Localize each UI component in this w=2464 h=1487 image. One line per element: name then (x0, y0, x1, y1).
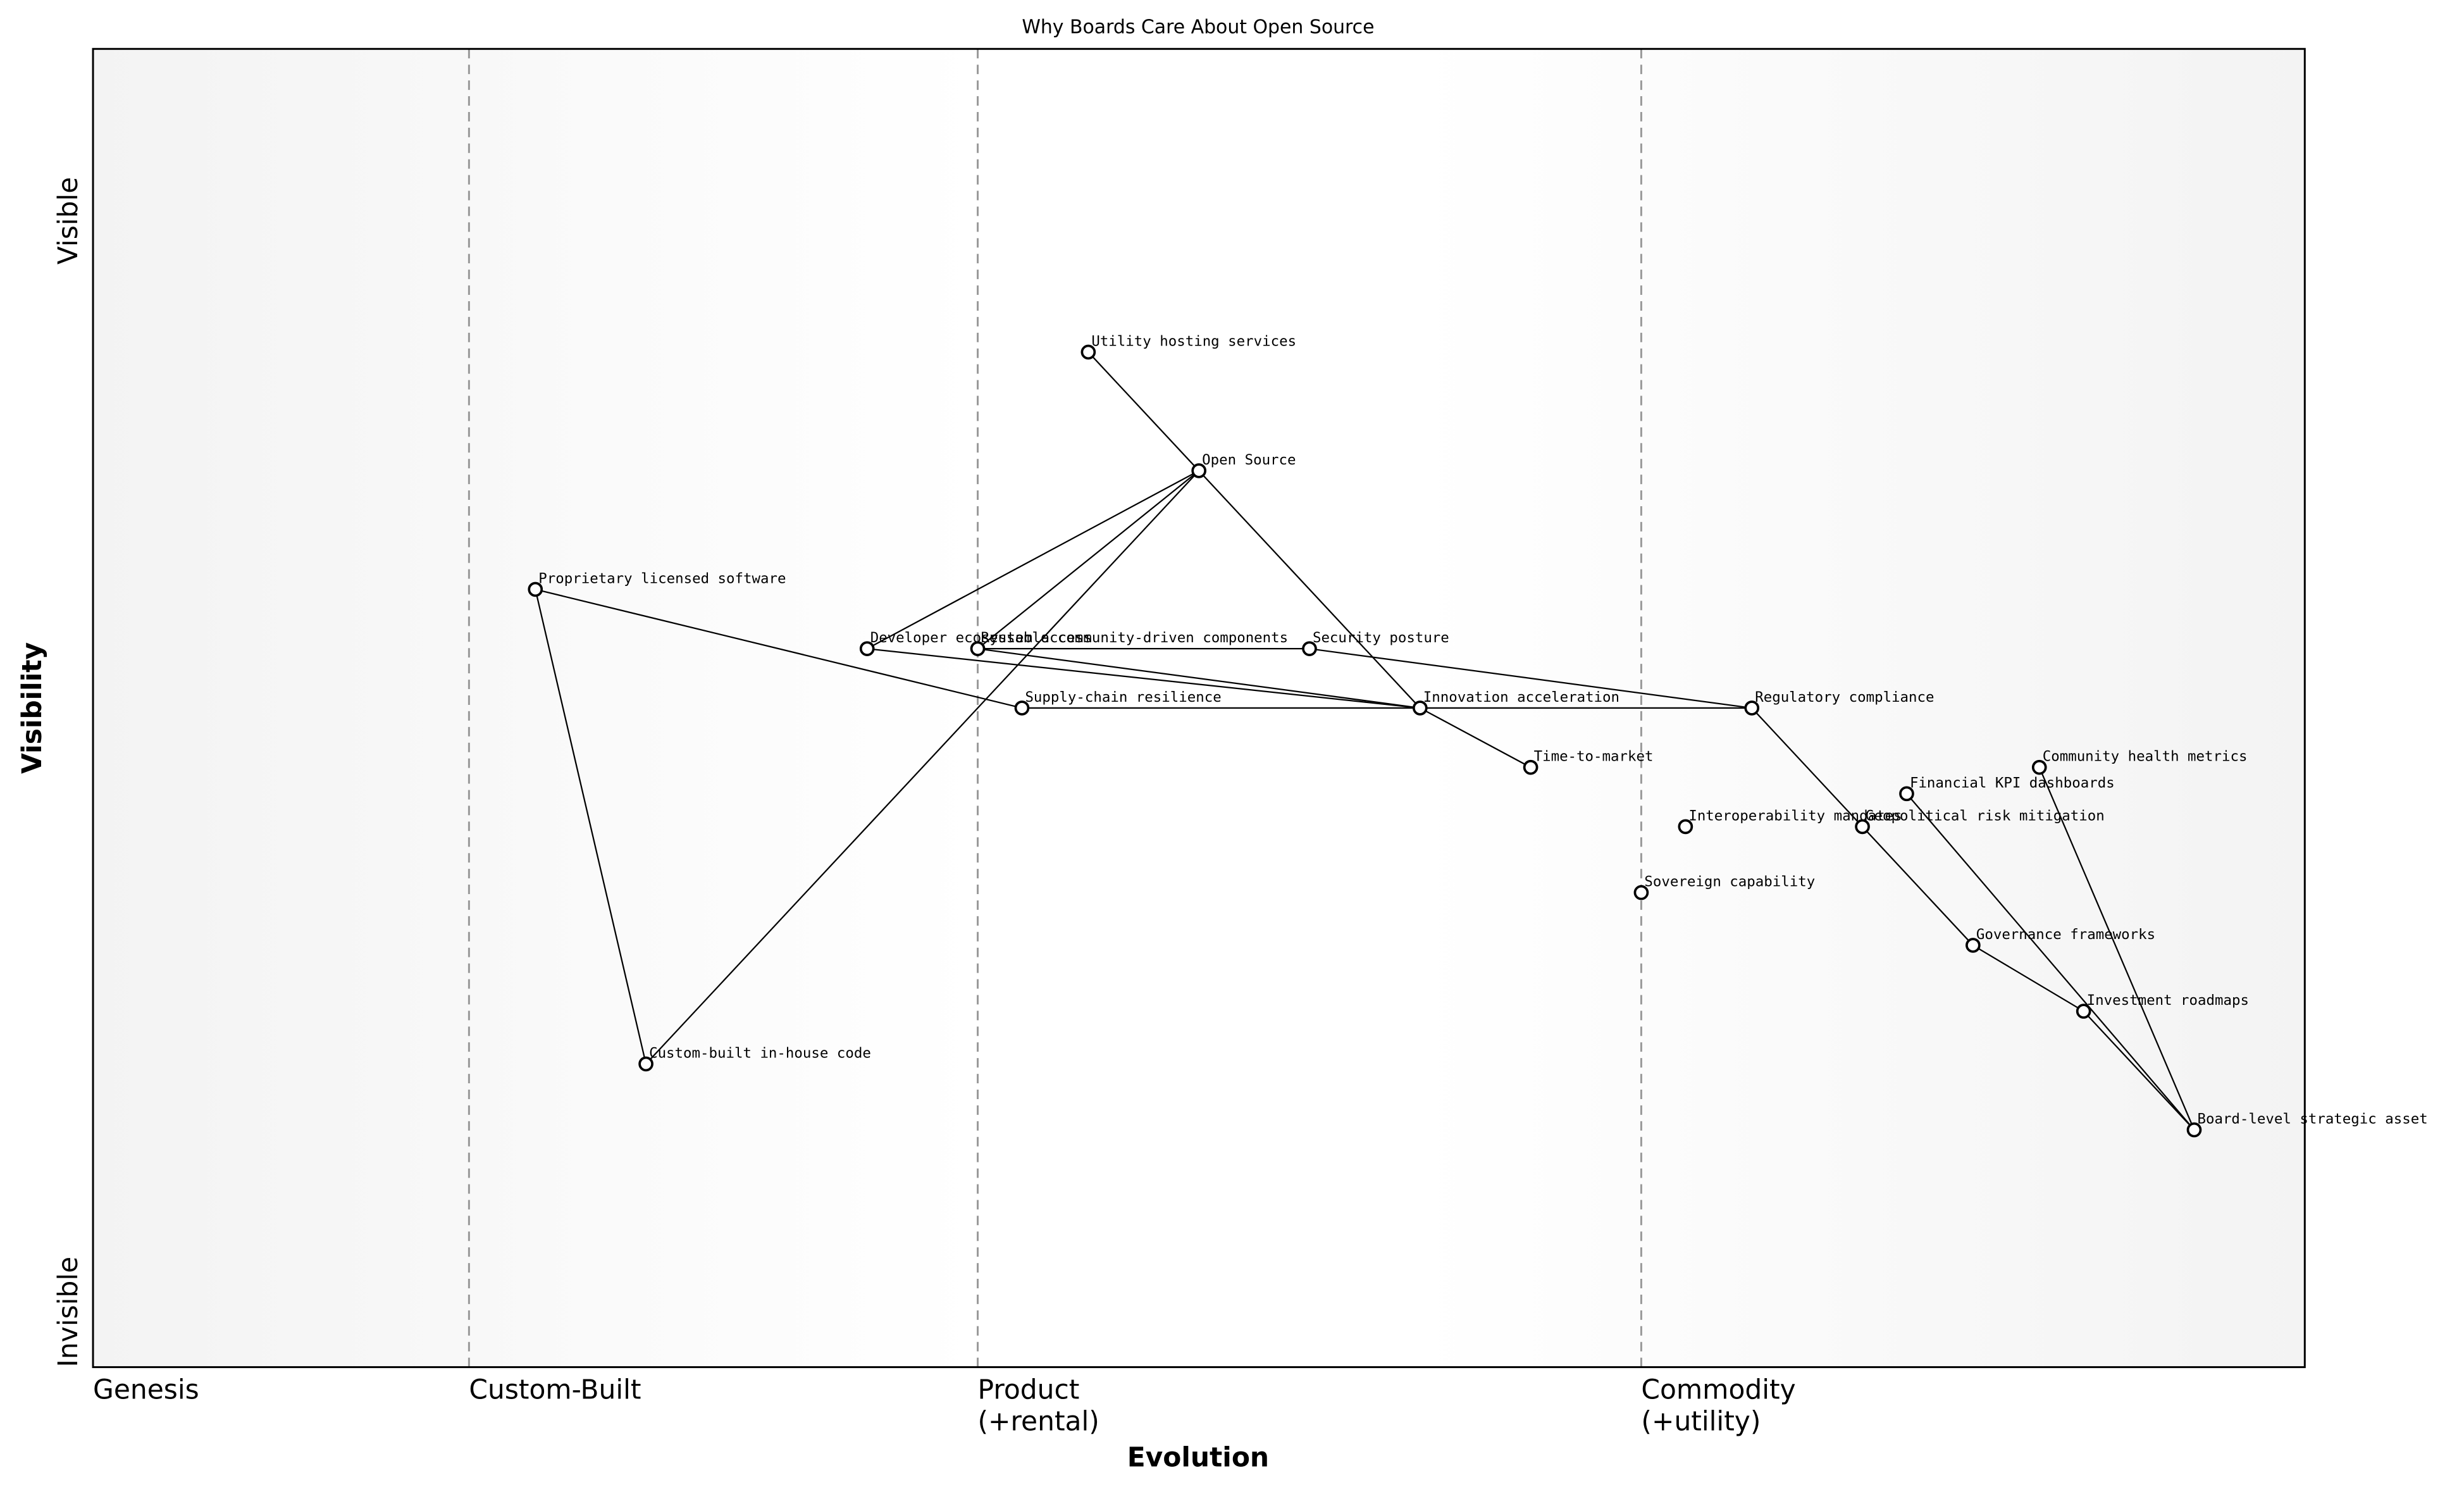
link (1309, 648, 1752, 709)
link (977, 648, 1420, 709)
node-label: Innovation acceleration (1423, 689, 1619, 706)
link (1198, 470, 1421, 709)
node (1302, 641, 1317, 657)
link (1906, 793, 2195, 1131)
node (528, 582, 543, 597)
node (1080, 344, 1096, 360)
node (1744, 700, 1760, 716)
node-label: Supply-chain resilience (1025, 689, 1221, 706)
node-label: Custom-built in-house code (649, 1045, 871, 1061)
node-label: Time-to-market (1534, 749, 1654, 765)
node (1899, 786, 1914, 802)
node-label: Investment roadmaps (2087, 992, 2249, 1009)
node (1014, 700, 1030, 716)
link (867, 470, 1199, 650)
node-label: Proprietary licensed software (538, 570, 786, 587)
node-label: Sovereign capability (1644, 874, 1815, 890)
node-label: Geopolitical risk mitigation (1866, 807, 2105, 824)
node-label: Utility hosting services (1091, 333, 1296, 349)
node (1855, 819, 1870, 835)
node-label: Board-level strategic asset (2197, 1111, 2427, 1128)
node-label: Reusable community-driven components (981, 630, 1289, 646)
node (2031, 759, 2047, 775)
stage-label: Commodity (1641, 1374, 1795, 1405)
stage-label: Custom-Built (469, 1374, 641, 1405)
plot-frame (92, 47, 2306, 1369)
node-label: Open Source (1202, 452, 1296, 468)
link (645, 470, 1199, 1065)
node (1966, 938, 1981, 953)
node-label: Governance frameworks (1976, 926, 2155, 943)
stage-label: Product (978, 1374, 1080, 1405)
node (859, 641, 875, 657)
node (2186, 1122, 2202, 1138)
node (1523, 759, 1538, 775)
node (970, 641, 986, 657)
link (535, 588, 1022, 709)
link (2038, 767, 2195, 1131)
node (638, 1056, 653, 1072)
stage-label: (+rental) (978, 1405, 1099, 1436)
link (977, 470, 1199, 650)
y-axis-label: Visibility (16, 642, 47, 774)
link (535, 589, 647, 1064)
node-label: Community health metrics (2043, 749, 2248, 765)
node (1633, 885, 1649, 900)
y-top-label: Visible (53, 177, 84, 264)
node (1678, 819, 1693, 835)
chart-title: Why Boards Care About Open Source (1022, 16, 1374, 38)
y-bottom-label: Invisible (53, 1257, 84, 1367)
node-label: Security posture (1313, 630, 1449, 646)
stage-label: Genesis (93, 1374, 199, 1405)
node (2076, 1004, 2091, 1019)
node-label: Financial KPI dashboards (1910, 775, 2115, 791)
link (1972, 944, 2084, 1012)
node-label: Regulatory compliance (1755, 689, 1934, 706)
stage-label: (+utility) (1641, 1405, 1761, 1436)
link (1087, 351, 1199, 471)
link (2083, 1011, 2195, 1131)
link (1420, 707, 1532, 768)
node (1191, 463, 1207, 478)
node (1412, 700, 1428, 716)
link (867, 648, 1420, 709)
x-axis-label: Evolution (1127, 1442, 1269, 1473)
